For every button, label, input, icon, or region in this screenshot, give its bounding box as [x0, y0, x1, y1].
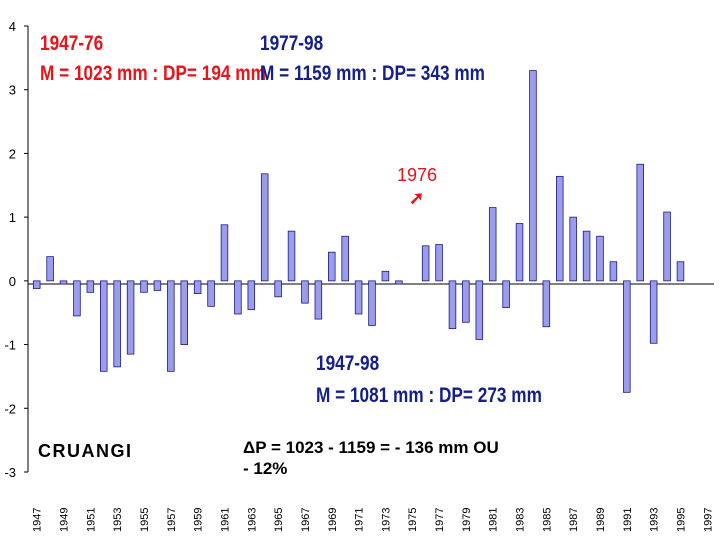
- period-1947-98-stats: M = 1081 mm : DP= 273 mm: [316, 384, 542, 407]
- x-tick-label: 1985: [541, 508, 553, 532]
- x-tick-label: 1957: [166, 508, 178, 532]
- x-tick-label: 1969: [327, 508, 339, 532]
- x-tick-label: 1981: [488, 508, 500, 532]
- station-name: CRUANGI: [38, 441, 133, 461]
- bar-1957: [167, 280, 175, 372]
- bar-1959: [193, 280, 202, 295]
- x-tick-label: 1977: [434, 508, 446, 532]
- bar-1983: [515, 223, 524, 282]
- x-tick-label: 1949: [59, 508, 71, 532]
- x-tick-label: 1971: [354, 508, 366, 532]
- y-tick-label: -2: [4, 401, 16, 416]
- x-tick-label: 1951: [85, 508, 97, 532]
- y-tick-label: -3: [4, 465, 16, 480]
- x-tick-label: 1953: [112, 508, 124, 532]
- x-tick-label: 1983: [515, 508, 527, 532]
- bar-1988: [582, 230, 591, 282]
- delta-precipitation-note: ΔP = 1023 - 1159 = - 136 mm OU - 12%: [243, 437, 499, 479]
- bar-1970: [341, 235, 349, 282]
- x-tick-label: 1989: [595, 508, 607, 532]
- x-tick-label: 1991: [622, 508, 634, 532]
- x-tick-label: 1967: [300, 508, 312, 532]
- bar-1952: [100, 280, 108, 372]
- bar-1962: [234, 280, 242, 315]
- bar-1953: [113, 280, 121, 368]
- bar-1948: [46, 256, 54, 282]
- x-tick-label: 1963: [246, 508, 258, 532]
- bar-1991: [623, 280, 631, 393]
- bar-1949: [59, 280, 68, 285]
- delta-note-line-1: ΔP = 1023 - 1159 = - 136 mm OU: [243, 438, 499, 457]
- period-1977-98-stats: M = 1159 mm : DP= 343 mm: [260, 62, 485, 85]
- bar-1956: [153, 280, 162, 291]
- bar-1986: [556, 175, 564, 282]
- bar-1979: [462, 280, 470, 323]
- period-1977-98-title: 1977-98: [260, 32, 324, 55]
- bar-1969: [328, 251, 336, 282]
- bar-1960: [207, 280, 215, 307]
- bar-1984: [529, 70, 537, 282]
- bar-1989: [596, 235, 604, 282]
- y-tick-label: 0: [9, 274, 16, 289]
- bar-1974: [395, 280, 403, 285]
- bar-1965: [274, 280, 282, 298]
- x-tick-label: 1995: [675, 508, 687, 532]
- bar-1993: [649, 280, 658, 344]
- bar-1954: [126, 280, 135, 355]
- x-tick-label: 1965: [273, 508, 285, 532]
- bar-1973: [381, 270, 390, 282]
- bar-1955: [140, 280, 148, 293]
- y-tick-label: 4: [9, 19, 16, 34]
- y-tick-label: -1: [4, 338, 16, 353]
- bar-1976: [421, 245, 430, 282]
- x-tick-label: 1987: [568, 508, 580, 532]
- period-1947-76-title: 1947-76: [40, 32, 104, 55]
- delta-note-line-2: - 12%: [243, 459, 288, 478]
- bar-1958: [180, 280, 188, 345]
- bar-1992: [636, 163, 644, 282]
- x-axis-labels: 1947 1949 1951 1953 1955 1957 1959 1961 1963 1965…: [32, 508, 715, 532]
- bar-1978: [448, 280, 457, 330]
- bar-1951: [86, 280, 95, 293]
- bar-1977: [435, 244, 443, 282]
- bar-1985: [542, 280, 551, 328]
- bar-1971: [354, 280, 363, 315]
- x-tick-label: 1961: [219, 508, 231, 532]
- bar-1967: [301, 280, 309, 304]
- bar-1963: [247, 280, 256, 310]
- bar-1966: [287, 230, 296, 282]
- arrow-up-right-icon: ➚: [409, 188, 425, 208]
- bar-1964: [260, 173, 269, 282]
- x-tick-label: 1959: [193, 508, 205, 532]
- bar-1981: [488, 207, 497, 282]
- bar-1968: [314, 280, 323, 320]
- x-tick-label: 1997: [702, 508, 714, 532]
- y-tick-label: 1: [9, 210, 16, 225]
- y-tick-label: 2: [9, 146, 16, 161]
- period-1947-76-stats: M = 1023 mm : DP= 194 mm: [40, 62, 266, 85]
- bar-1950: [73, 280, 81, 317]
- bar-1982: [502, 280, 510, 309]
- bar-1995: [676, 261, 685, 282]
- y-axis-ticks: 4 3 2 1 0 -1 -2 -3: [4, 19, 28, 480]
- x-tick-label: 1993: [649, 508, 661, 532]
- bar-1990: [609, 261, 618, 282]
- bar-1947: [32, 280, 41, 289]
- period-1947-98-title: 1947-98: [316, 352, 380, 375]
- bar-1972: [368, 280, 376, 326]
- x-tick-label: 1947: [32, 508, 44, 532]
- y-tick-label: 3: [9, 83, 16, 98]
- x-tick-label: 1979: [461, 508, 473, 532]
- bar-1961: [220, 224, 229, 282]
- bar-1994: [663, 211, 671, 282]
- highlight-year-label: 1976: [397, 165, 438, 185]
- x-tick-label: 1955: [139, 508, 151, 532]
- x-tick-label: 1975: [407, 508, 419, 532]
- bars: [32, 70, 685, 393]
- bar-1980: [475, 280, 484, 340]
- x-tick-label: 1973: [380, 508, 392, 532]
- bar-1987: [569, 216, 577, 282]
